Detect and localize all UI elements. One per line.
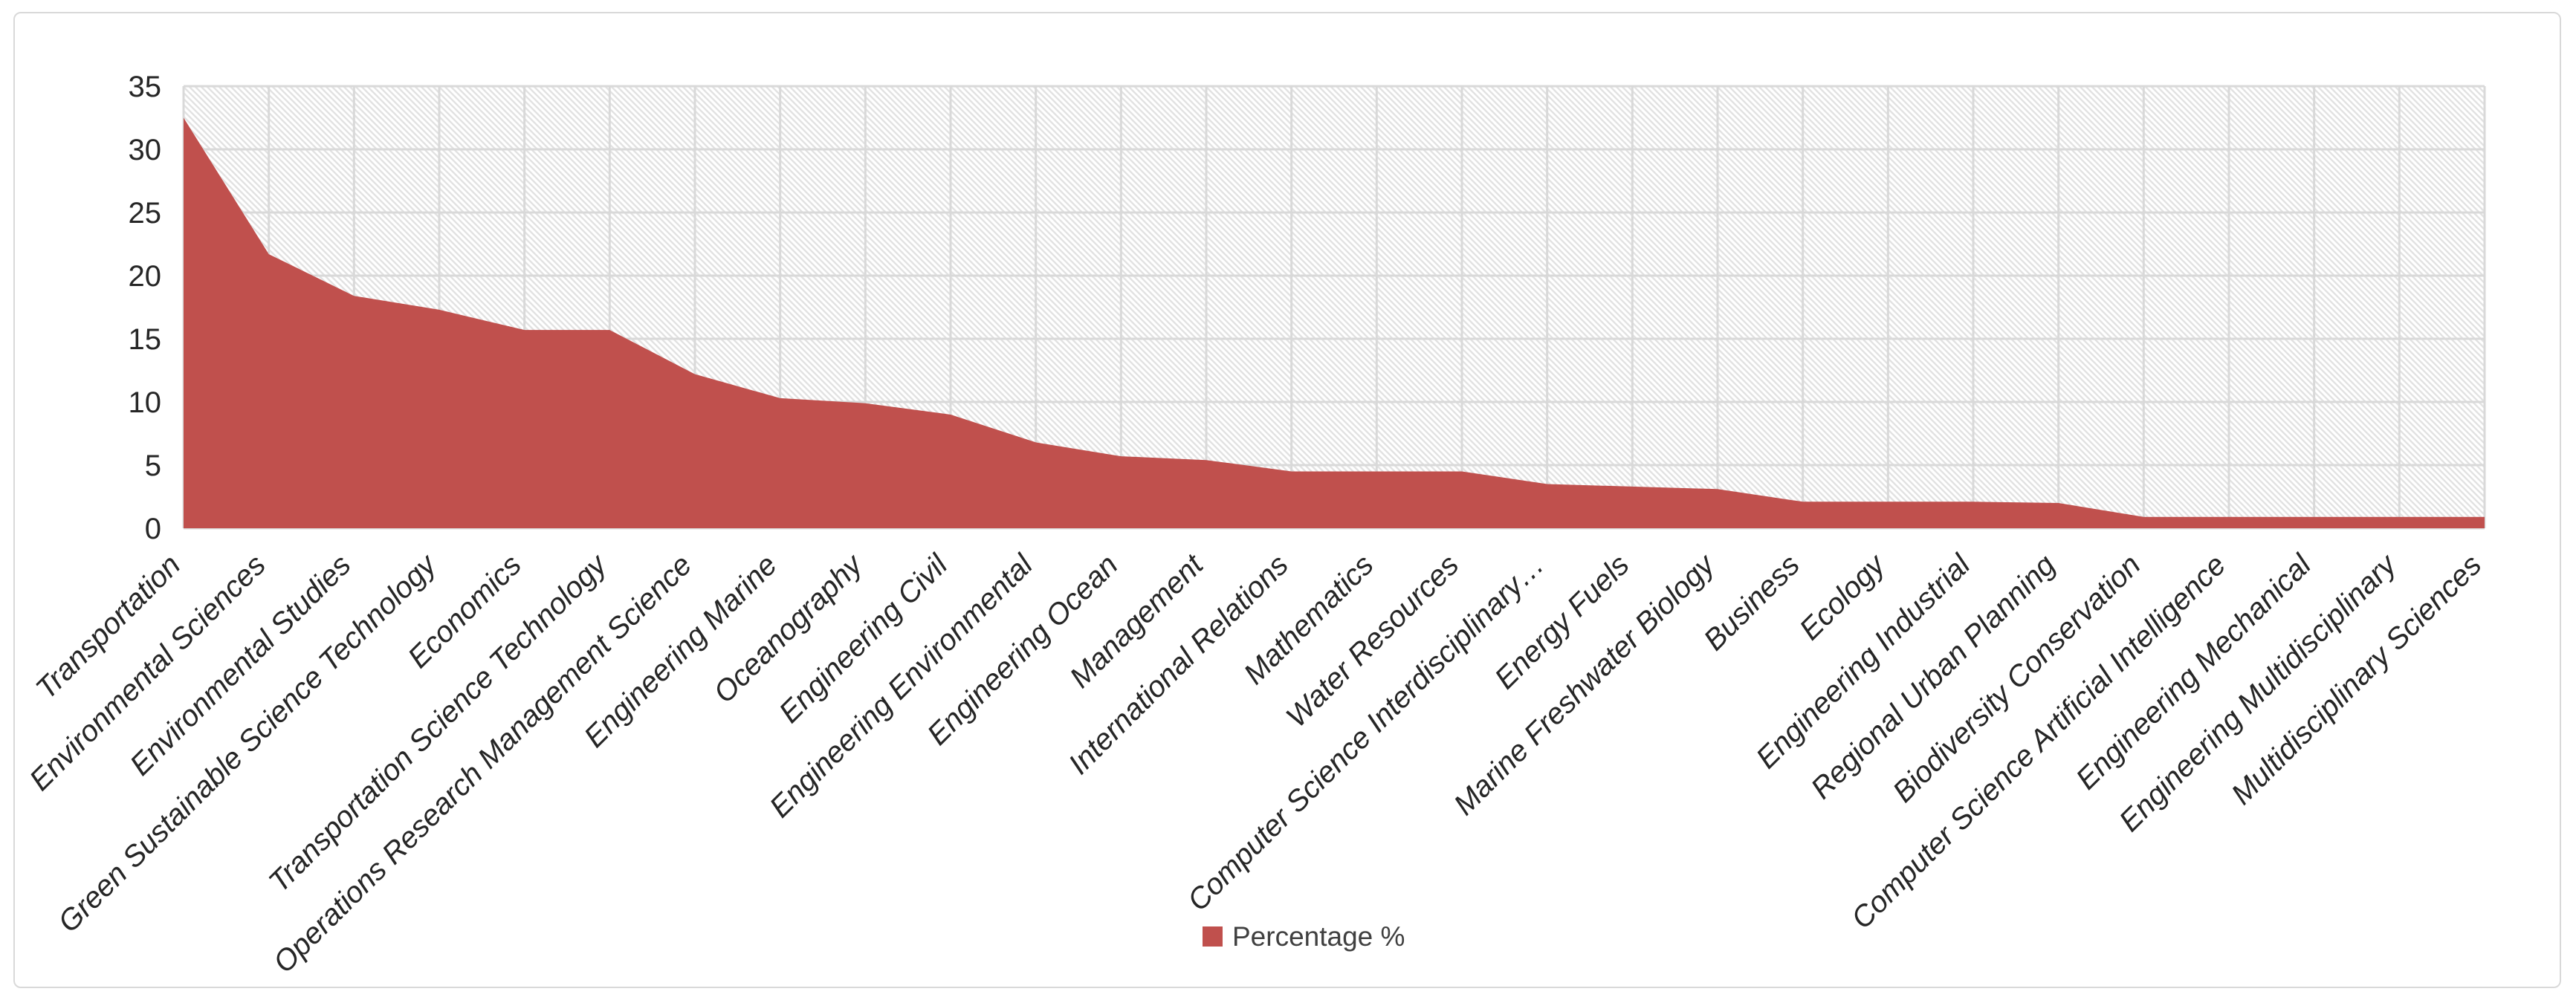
y-axis-label: 25	[129, 197, 162, 230]
legend: Percentage %	[1203, 923, 1405, 950]
y-axis-label: 35	[129, 71, 162, 103]
legend-label: Percentage %	[1232, 921, 1405, 952]
x-axis-label: Transportation	[30, 548, 187, 705]
legend-swatch	[1203, 926, 1223, 947]
y-axis-label: 30	[129, 134, 162, 166]
chart-frame: 0 5 10 15 20 25 30 35 Transportation Environmenta…	[13, 12, 2561, 988]
x-axis-label: Oceanography	[708, 547, 870, 710]
area-chart: 05101520253035TransportationEnvironmenta…	[23, 71, 2488, 979]
y-axis-label: 10	[129, 386, 162, 419]
area-series-percentage	[184, 117, 2485, 528]
y-axis-label: 5	[145, 449, 161, 482]
y-axis-label: 0	[145, 513, 161, 545]
y-axis-label: 15	[129, 323, 162, 356]
y-axis-label: 20	[129, 260, 162, 293]
